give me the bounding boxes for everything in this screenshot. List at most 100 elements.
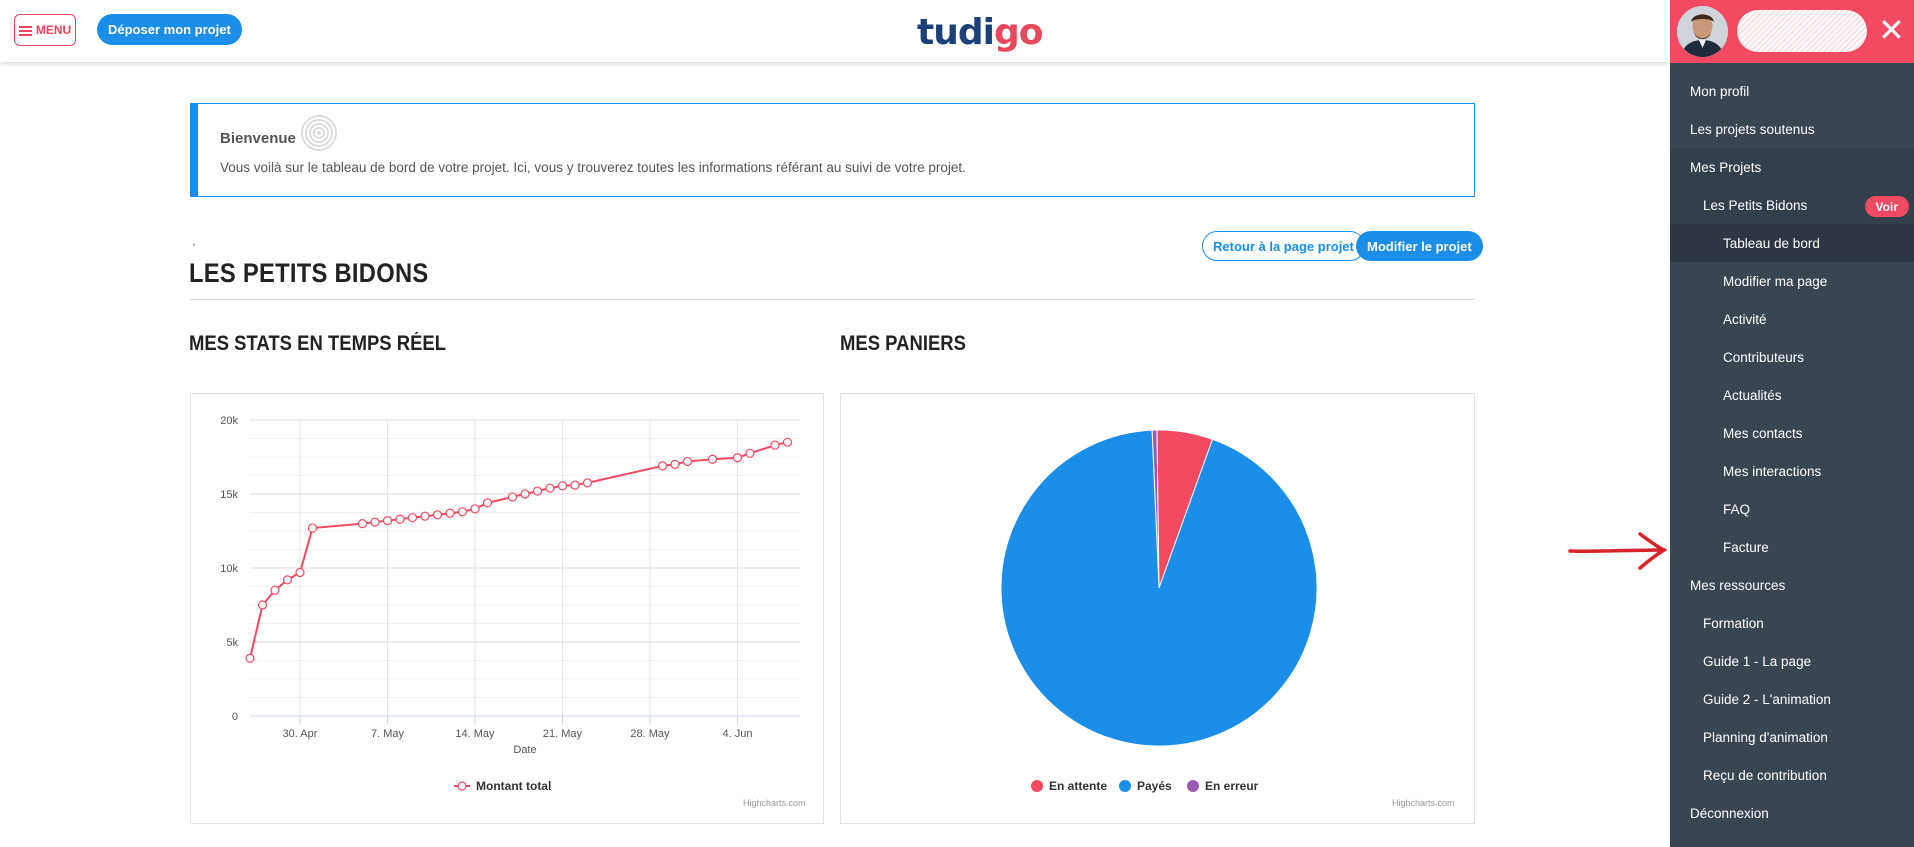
data-point[interactable] xyxy=(295,567,305,578)
data-point[interactable] xyxy=(357,519,368,529)
data-point[interactable] xyxy=(395,514,405,524)
sidebar-item-label: Mes Projets xyxy=(1690,159,1762,175)
close-icon[interactable]: ✕ xyxy=(1878,12,1905,48)
data-point[interactable] xyxy=(370,517,380,527)
sidebar-item-label: Modifier ma page xyxy=(1723,273,1828,289)
data-point[interactable] xyxy=(245,653,255,663)
sidebar-item-facture[interactable]: Facture xyxy=(1670,528,1914,566)
sidebar-item-formation[interactable]: Formation xyxy=(1670,604,1914,642)
sidebar-item-planning-d-animation[interactable]: Planning d'animation xyxy=(1670,718,1914,756)
legend-dot-icon xyxy=(1187,780,1199,792)
data-point[interactable] xyxy=(557,481,568,491)
data-point[interactable] xyxy=(570,480,580,490)
baskets-pie-chart-svg: En attente Payés En erreur xyxy=(1000,429,1318,793)
data-point[interactable] xyxy=(682,456,693,467)
stats-line-chart-svg: 0 5k 10k 15k 20k 30. Apr 7. May 14. May 21. May 2… xyxy=(220,415,800,793)
data-point[interactable] xyxy=(670,459,680,470)
data-point[interactable] xyxy=(282,575,293,585)
baskets-credits[interactable]: Highcharts.com xyxy=(1392,798,1455,808)
sidebar-item-modifier-ma-page[interactable]: Modifier ma page xyxy=(1670,262,1914,300)
tudigo-logo[interactable]: tudigo xyxy=(917,12,1044,53)
legend-label[interactable]: Payés xyxy=(1137,779,1172,793)
sidebar-item-actualit-s[interactable]: Actualités xyxy=(1670,376,1914,414)
sidebar-item-label: Guide 2 - L'animation xyxy=(1703,691,1831,707)
sidebar-item-guide-2-l-animation[interactable]: Guide 2 - L'animation xyxy=(1670,680,1914,718)
welcome-text: Vous voilà sur le tableau de bord de vot… xyxy=(220,160,966,175)
x-tick-label: 30. Apr xyxy=(283,728,318,740)
data-point[interactable] xyxy=(532,486,543,496)
sidebar-item-label: Facture xyxy=(1723,539,1769,555)
data-point[interactable] xyxy=(382,516,393,526)
side-menu: ✕ Mon profil Les projets soutenus Mes Proj… xyxy=(1670,0,1914,847)
data-point[interactable] xyxy=(407,513,418,523)
logo-accent: go xyxy=(993,12,1044,53)
data-point[interactable] xyxy=(470,504,480,514)
sidebar-item-guide-1-la-page[interactable]: Guide 1 - La page xyxy=(1670,642,1914,680)
data-point[interactable] xyxy=(507,492,518,502)
data-point[interactable] xyxy=(582,478,593,488)
stats-credits[interactable]: Highcharts.com xyxy=(743,798,806,808)
sidebar-item-label: Mon profil xyxy=(1690,83,1750,99)
sidebar-item-tableau-de-bord[interactable]: Tableau de bord xyxy=(1670,224,1914,262)
x-tick-label: 14. May xyxy=(455,728,495,740)
menu-button-label: MENU xyxy=(35,23,72,37)
y-tick-label: 10k xyxy=(220,563,238,575)
sidebar-item-les-petits-bidons[interactable]: Les Petits Bidons Voir xyxy=(1670,186,1914,224)
data-point[interactable] xyxy=(445,508,455,518)
data-point[interactable] xyxy=(307,523,318,533)
legend-dot-icon xyxy=(1119,780,1131,792)
sidebar-item-mes-interactions[interactable]: Mes interactions xyxy=(1670,452,1914,490)
avatar[interactable] xyxy=(1677,6,1728,57)
sidebar-item-contributeurs[interactable]: Contributeurs xyxy=(1670,338,1914,376)
y-tick-label: 20k xyxy=(220,415,238,427)
data-point[interactable] xyxy=(520,489,530,499)
sidebar-item-les-projets-soutenus[interactable]: Les projets soutenus xyxy=(1670,110,1914,148)
top-header: MENU Déposer mon projet tudigo xyxy=(0,0,1670,62)
sidebar-item-d-connexion[interactable]: Déconnexion xyxy=(1670,794,1914,832)
sidebar-menu-list: Mon profil Les projets soutenus Mes Projet… xyxy=(1670,72,1914,832)
sidebar-item-mes-projets[interactable]: Mes Projets xyxy=(1670,148,1914,186)
data-point[interactable] xyxy=(707,454,718,464)
legend-label[interactable]: En attente xyxy=(1049,779,1107,793)
sidebar-item-label: Reçu de contribution xyxy=(1703,767,1827,783)
data-point[interactable] xyxy=(770,440,780,450)
data-point[interactable] xyxy=(545,483,555,493)
deposit-project-button[interactable]: Déposer mon projet xyxy=(97,14,242,45)
legend-label-montant-total[interactable]: Montant total xyxy=(476,779,551,793)
sidebar-item-re-u-de-contribution[interactable]: Reçu de contribution xyxy=(1670,756,1914,794)
sidebar-item-label: Les Petits Bidons xyxy=(1703,197,1808,213)
series-line-montant-total xyxy=(249,441,788,659)
sidebar-item-activit[interactable]: Activité xyxy=(1670,300,1914,338)
legend-marker-icon xyxy=(457,781,467,791)
sidebar-item-mes-contacts[interactable]: Mes contacts xyxy=(1670,414,1914,452)
project-title: LES PETITS BIDONS xyxy=(189,258,429,288)
data-point[interactable] xyxy=(432,510,443,520)
menu-button[interactable]: MENU xyxy=(14,14,76,46)
data-point[interactable] xyxy=(457,507,468,517)
data-point[interactable] xyxy=(657,461,668,471)
legend-dot-icon xyxy=(1031,780,1043,792)
stats-section-title: MES STATS EN TEMPS RÉEL xyxy=(189,332,447,355)
back-to-project-button[interactable]: Retour à la page projet xyxy=(1202,231,1365,261)
data-point[interactable] xyxy=(270,585,280,595)
legend-label[interactable]: En erreur xyxy=(1205,779,1259,793)
data-point[interactable] xyxy=(257,600,268,610)
stats-chart: 0 5k 10k 15k 20k 30. Apr 7. May 14. May 21. May 2… xyxy=(190,393,824,824)
sidebar-item-mon-profil[interactable]: Mon profil xyxy=(1670,72,1914,110)
pie-slice-pay-s[interactable] xyxy=(1000,429,1318,747)
data-point[interactable] xyxy=(745,448,755,458)
hamburger-icon xyxy=(18,25,32,36)
sidebar-item-label: Mes contacts xyxy=(1723,425,1803,441)
sidebar-item-label: Planning d'animation xyxy=(1703,729,1828,745)
view-badge-button[interactable]: Voir xyxy=(1864,196,1909,217)
sidebar-item-mes-ressources[interactable]: Mes ressources xyxy=(1670,566,1914,604)
sidebar-item-faq[interactable]: FAQ xyxy=(1670,490,1914,528)
title-divider xyxy=(190,299,1475,300)
data-point[interactable] xyxy=(420,511,430,521)
edit-project-button[interactable]: Modifier le projet xyxy=(1356,231,1483,261)
logo-main: tudi xyxy=(917,12,995,53)
data-point[interactable] xyxy=(782,437,793,447)
data-point[interactable] xyxy=(482,498,493,508)
data-point[interactable] xyxy=(732,453,743,463)
